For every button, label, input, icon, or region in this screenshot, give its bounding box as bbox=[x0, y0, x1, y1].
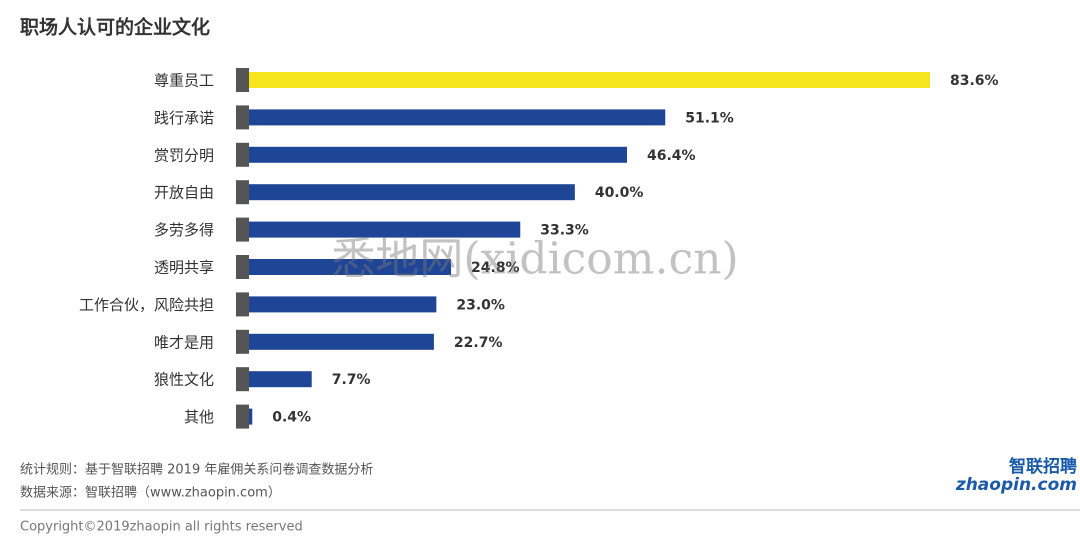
bar-stub bbox=[236, 105, 249, 130]
value-label: 83.6% bbox=[950, 73, 999, 89]
y-tick-label: 其他 bbox=[184, 408, 214, 426]
bar-stub bbox=[236, 329, 249, 354]
y-tick-label: 透明共享 bbox=[154, 259, 214, 277]
watermark: 悉地网(xidicom.cn) bbox=[331, 234, 738, 285]
bar bbox=[249, 333, 434, 350]
y-tick-label: 尊重员工 bbox=[154, 72, 214, 90]
y-tick-label: 多劳多得 bbox=[154, 221, 214, 239]
copyright: Copyright©2019zhaopin all rights reserve… bbox=[20, 520, 303, 535]
value-label: 22.7% bbox=[454, 335, 503, 351]
y-tick-label: 唯才是用 bbox=[154, 333, 214, 351]
bar-stub bbox=[236, 404, 249, 429]
value-label: 7.7% bbox=[332, 372, 371, 388]
value-label: 51.1% bbox=[685, 110, 734, 126]
bar-stub bbox=[236, 255, 249, 279]
bar-stub bbox=[236, 217, 249, 242]
y-tick-label: 开放自由 bbox=[154, 184, 214, 202]
y-tick-label: 工作合伙，风险共担 bbox=[79, 296, 214, 314]
bar bbox=[249, 72, 930, 88]
y-tick-label: 践行承诺 bbox=[154, 109, 214, 127]
value-label: 24.8% bbox=[471, 260, 520, 276]
bar bbox=[249, 184, 575, 201]
bar-stub bbox=[236, 68, 249, 92]
bar bbox=[249, 109, 666, 126]
y-tick-label: 狼性文化 bbox=[154, 371, 214, 389]
bar bbox=[249, 408, 253, 425]
chart-title: 职场人认可的企业文化 bbox=[20, 16, 210, 39]
plot: 尊重员工 83.6% 践行承诺 51.1% 赏罚分明 46.4% 开放自由 40.0% 多劳多得… bbox=[79, 68, 999, 429]
note: 统计规则：基于智联招聘 2019 年雇佣关系问卷调查数据分析 bbox=[20, 462, 373, 478]
bar bbox=[249, 296, 437, 313]
bar bbox=[249, 371, 312, 388]
y-tick-label: 赏罚分明 bbox=[154, 146, 214, 164]
bar bbox=[249, 259, 452, 275]
bar-stub bbox=[236, 142, 249, 167]
bar-stub bbox=[236, 292, 249, 317]
value-label: 0.4% bbox=[272, 410, 311, 426]
bar bbox=[249, 146, 627, 163]
value-label: 23.0% bbox=[456, 297, 505, 313]
value-label: 40.0% bbox=[595, 185, 644, 201]
value-label: 33.3% bbox=[540, 223, 589, 239]
bar-stub bbox=[236, 180, 249, 205]
bar-stub bbox=[236, 367, 249, 392]
bar bbox=[249, 221, 521, 238]
logo-site: zhaopin.com bbox=[955, 475, 1077, 495]
value-label: 46.4% bbox=[647, 148, 696, 164]
note: 数据来源：智联招聘（www.zhaopin.com） bbox=[20, 486, 281, 501]
logo-title: 智联招聘 bbox=[1009, 456, 1077, 477]
